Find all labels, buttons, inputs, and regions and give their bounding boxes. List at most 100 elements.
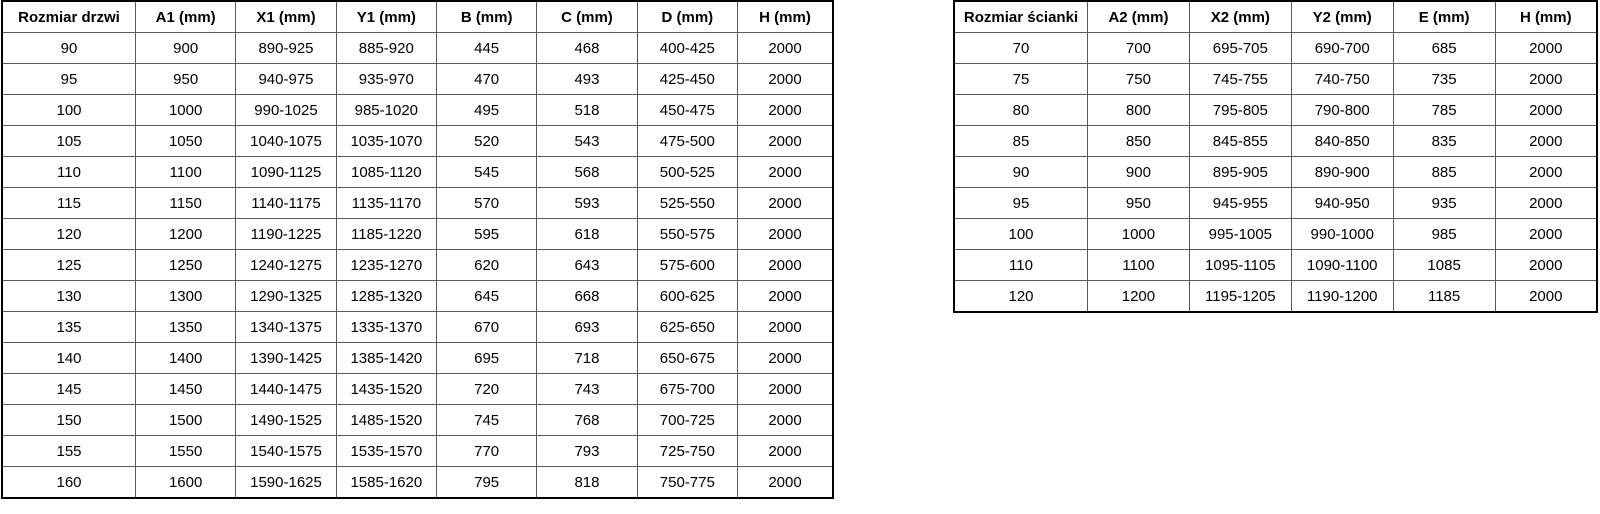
table-cell: 1250	[134, 249, 237, 281]
table-cell: 2000	[737, 125, 834, 157]
table-cell: 785	[1392, 94, 1496, 126]
table-cell: 685	[1392, 32, 1496, 64]
table-cell: 110	[953, 249, 1088, 281]
table-cell: 1090-1100	[1290, 249, 1394, 281]
header-row: Rozmiar drzwi A1 (mm) X1 (mm) Y1 (mm) B (mm)…	[1, 0, 834, 33]
table-cell: 1450	[134, 373, 237, 405]
table-cell: 525-550	[636, 187, 739, 219]
table-cell: 493	[536, 63, 638, 95]
table-cell: 595	[435, 218, 538, 250]
table-row: 70 700 695-705 690-700 685 2000	[953, 32, 1598, 64]
table-cell: 593	[536, 187, 638, 219]
table-cell: 950	[1087, 187, 1190, 219]
table-cell: 990-1000	[1290, 218, 1394, 250]
table-cell: 795	[435, 466, 538, 499]
table-cell: 745	[435, 404, 538, 436]
table-cell: 668	[536, 280, 638, 312]
table-cell: 835	[1392, 125, 1496, 157]
table-cell: 475-500	[636, 125, 739, 157]
table-cell: 735	[1392, 63, 1496, 95]
table-row: 125 1250 1240-1275 1235-1270 620 643 575-600 20…	[1, 249, 834, 281]
table-cell: 745-755	[1188, 63, 1292, 95]
column-header: A2 (mm)	[1087, 0, 1190, 33]
door-sizes-table-body: 90 900 890-925 885-920 445 468 400-425 2000 95 95…	[1, 32, 834, 499]
table-cell: 840-850	[1290, 125, 1394, 157]
column-header: H (mm)	[1494, 0, 1598, 33]
table-cell: 2000	[737, 218, 834, 250]
column-header: A1 (mm)	[134, 0, 237, 33]
table-cell: 1535-1570	[335, 435, 437, 467]
table-row: 75 750 745-755 740-750 735 2000	[953, 63, 1598, 95]
table-cell: 1040-1075	[235, 125, 337, 157]
table-cell: 643	[536, 249, 638, 281]
table-row: 85 850 845-855 840-850 835 2000	[953, 125, 1598, 157]
table-cell: 1085	[1392, 249, 1496, 281]
header-row: Rozmiar ścianki A2 (mm) X2 (mm) Y2 (mm) E (m…	[953, 0, 1598, 33]
table-cell: 2000	[1494, 32, 1598, 64]
table-cell: 790-800	[1290, 94, 1394, 126]
table-cell: 2000	[1494, 187, 1598, 219]
table-cell: 670	[435, 311, 538, 343]
table-cell: 895-905	[1188, 156, 1292, 188]
table-cell: 1100	[134, 156, 237, 188]
table-cell: 100	[1, 94, 136, 126]
wall-sizes-table-header: Rozmiar ścianki A2 (mm) X2 (mm) Y2 (mm) E (m…	[953, 0, 1598, 33]
table-cell: 500-525	[636, 156, 739, 188]
table-cell: 85	[953, 125, 1088, 157]
table-cell: 743	[536, 373, 638, 405]
table-cell: 160	[1, 466, 136, 499]
table-row: 135 1350 1340-1375 1335-1370 670 693 625-650 20…	[1, 311, 834, 343]
table-cell: 818	[536, 466, 638, 499]
table-cell: 80	[953, 94, 1088, 126]
wall-sizes-table-body: 70 700 695-705 690-700 685 2000 75 750 745-755 74…	[953, 32, 1598, 313]
door-sizes-table-header: Rozmiar drzwi A1 (mm) X1 (mm) Y1 (mm) B (mm)…	[1, 0, 834, 33]
table-cell: 495	[435, 94, 538, 126]
table-cell: 950	[134, 63, 237, 95]
table-cell: 2000	[1494, 249, 1598, 281]
table-cell: 1000	[1087, 218, 1190, 250]
table-cell: 700-725	[636, 404, 739, 436]
table-row: 100 1000 995-1005 990-1000 985 2000	[953, 218, 1598, 250]
table-cell: 545	[435, 156, 538, 188]
table-cell: 1335-1370	[335, 311, 437, 343]
table-cell: 95	[1, 63, 136, 95]
table-cell: 520	[435, 125, 538, 157]
table-cell: 800	[1087, 94, 1190, 126]
column-header: X1 (mm)	[235, 0, 337, 33]
table-cell: 695-705	[1188, 32, 1292, 64]
table-cell: 900	[134, 32, 237, 64]
table-row: 105 1050 1040-1075 1035-1070 520 543 475-500 20…	[1, 125, 834, 157]
table-cell: 945-955	[1188, 187, 1292, 219]
table-cell: 2000	[737, 249, 834, 281]
table-cell: 740-750	[1290, 63, 1394, 95]
table-cell: 690-700	[1290, 32, 1394, 64]
column-header: H (mm)	[737, 0, 834, 33]
table-cell: 1485-1520	[335, 404, 437, 436]
table-row: 100 1000 990-1025 985-1020 495 518 450-475 2000	[1, 94, 834, 126]
table-cell: 90	[1, 32, 136, 64]
table-cell: 1190-1200	[1290, 280, 1394, 313]
table-cell: 625-650	[636, 311, 739, 343]
table-row: 90 900 895-905 890-900 885 2000	[953, 156, 1598, 188]
table-cell: 940-975	[235, 63, 337, 95]
table-cell: 750-775	[636, 466, 739, 499]
table-cell: 985	[1392, 218, 1496, 250]
column-header: D (mm)	[636, 0, 739, 33]
table-cell: 2000	[737, 156, 834, 188]
table-cell: 720	[435, 373, 538, 405]
table-row: 115 1150 1140-1175 1135-1170 570 593 525-550 20…	[1, 187, 834, 219]
table-cell: 2000	[737, 187, 834, 219]
table-cell: 1390-1425	[235, 342, 337, 374]
table-cell: 1235-1270	[335, 249, 437, 281]
table-cell: 95	[953, 187, 1088, 219]
table-cell: 115	[1, 187, 136, 219]
table-cell: 568	[536, 156, 638, 188]
table-row: 120 1200 1190-1225 1185-1220 595 618 550-575 20…	[1, 218, 834, 250]
table-cell: 1240-1275	[235, 249, 337, 281]
table-cell: 1035-1070	[335, 125, 437, 157]
table-cell: 1050	[134, 125, 237, 157]
table-cell: 695	[435, 342, 538, 374]
table-cell: 125	[1, 249, 136, 281]
table-cell: 795-805	[1188, 94, 1292, 126]
